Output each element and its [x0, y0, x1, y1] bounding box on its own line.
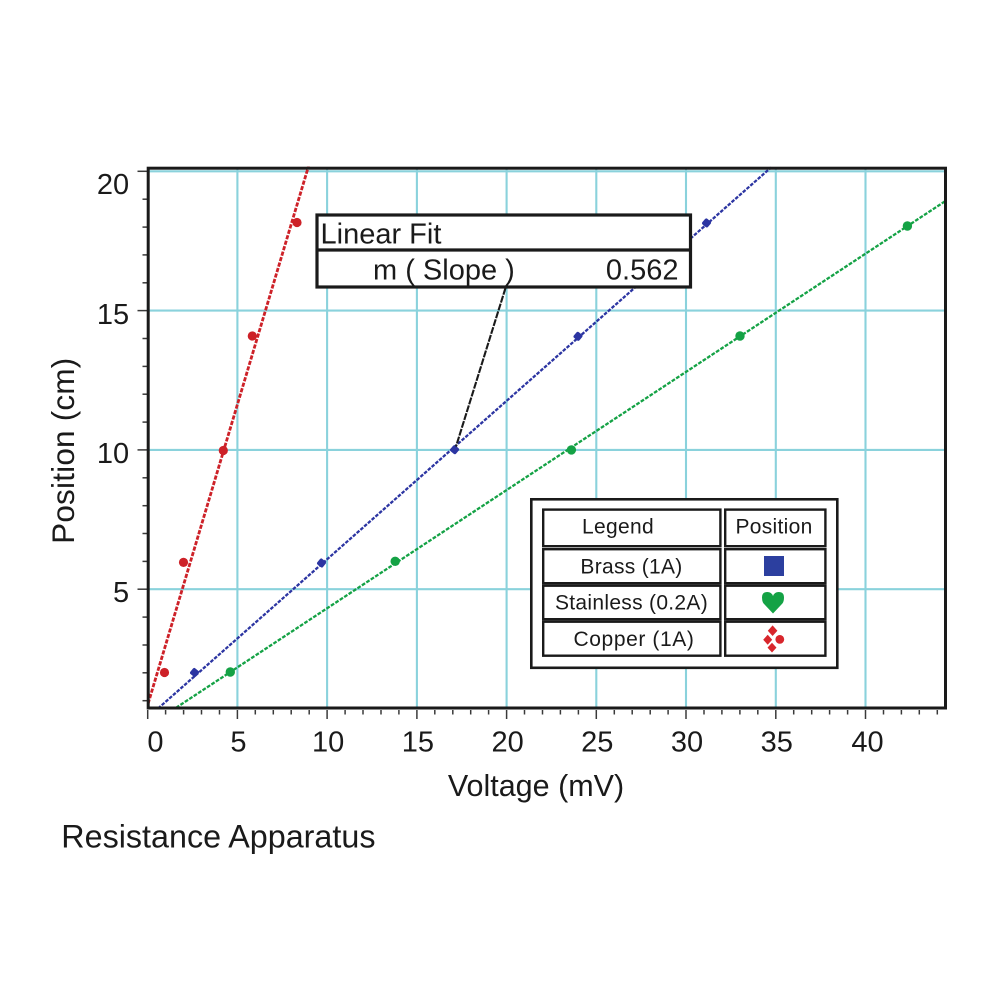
svg-text:10: 10	[97, 438, 129, 470]
svg-text:Linear Fit: Linear Fit	[321, 219, 442, 251]
svg-text:m ( Slope ): m ( Slope )	[373, 255, 515, 287]
svg-text:15: 15	[402, 727, 434, 759]
svg-text:10: 10	[312, 727, 344, 759]
svg-text:30: 30	[671, 727, 703, 759]
svg-text:15: 15	[97, 299, 129, 331]
svg-text:Resistance Apparatus: Resistance Apparatus	[61, 819, 375, 855]
svg-text:Brass (1A): Brass (1A)	[580, 556, 682, 579]
svg-text:Voltage (mV): Voltage (mV)	[448, 769, 624, 803]
svg-text:Position (cm): Position (cm)	[45, 358, 81, 544]
svg-text:0.562: 0.562	[606, 255, 679, 287]
svg-text:0: 0	[147, 727, 163, 759]
svg-text:20: 20	[97, 169, 129, 201]
svg-text:35: 35	[761, 727, 793, 759]
svg-text:20: 20	[491, 727, 523, 759]
svg-text:Position: Position	[735, 516, 812, 539]
svg-text:Legend: Legend	[582, 516, 654, 539]
svg-text:5: 5	[230, 727, 246, 759]
svg-text:Stainless (0.2A): Stainless (0.2A)	[555, 592, 708, 615]
svg-text:25: 25	[581, 727, 613, 759]
svg-text:40: 40	[851, 727, 883, 759]
svg-text:Copper (1A): Copper (1A)	[574, 628, 695, 651]
svg-text:5: 5	[113, 577, 129, 609]
